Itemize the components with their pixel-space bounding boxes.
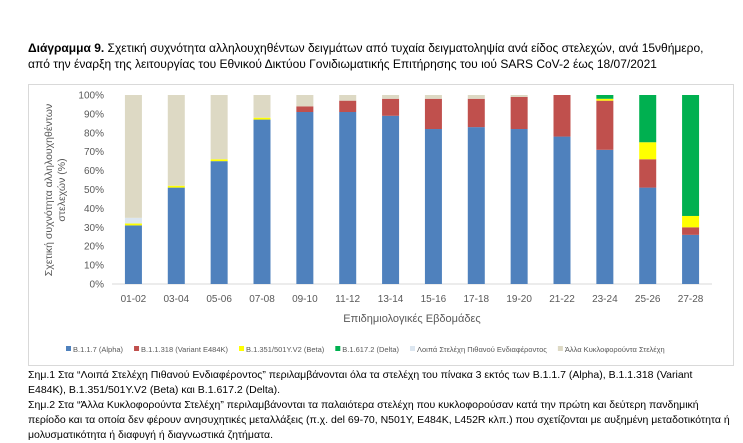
legend-label: B.1.351/501Y.V2 (Beta) — [246, 345, 325, 354]
bar-segment — [124, 95, 142, 218]
y-tick-label: 100% — [78, 91, 104, 102]
bar-segment — [424, 129, 442, 284]
y-tick-label: 30% — [84, 223, 104, 234]
x-tick-label: 05-06 — [206, 294, 232, 305]
bar-segment — [510, 129, 528, 284]
title-text: Σχετική συχνότητα αλληλουχηθέντων δειγμά… — [28, 41, 704, 71]
bar-segment — [167, 187, 185, 284]
y-axis-title: Σχετική συχνότητα αλληλουχηθέντωνστελεχώ… — [43, 104, 68, 276]
bar-segment — [253, 119, 271, 284]
x-tick-label: 03-04 — [163, 294, 189, 305]
bar-segment — [382, 95, 400, 99]
bar-segment — [596, 95, 614, 99]
legend-swatch — [410, 346, 415, 351]
bar-segment — [210, 95, 228, 160]
legend-label: B.1.1.7 (Alpha) — [73, 345, 124, 354]
legend-label: B.1.617.2 (Delta) — [342, 345, 399, 354]
bar-segment — [682, 215, 700, 228]
bar-segment — [167, 95, 185, 186]
bar-segment — [210, 161, 228, 284]
bar-segment — [124, 225, 142, 284]
bar-segment — [339, 112, 357, 284]
bar-segment — [296, 112, 314, 284]
bar-segment — [467, 95, 485, 99]
x-tick-label: 21-22 — [549, 294, 575, 305]
y-tick-label: 60% — [84, 166, 104, 177]
legend-label: Άλλα Κυκλοφορούντα Στελέχη — [565, 345, 665, 354]
x-tick-label: 17-18 — [463, 294, 489, 305]
bar-segment — [510, 96, 528, 130]
y-tick-label: 90% — [84, 109, 104, 120]
notes: Σημ.1 Στα “Λοιπά Στελέχη Πιθανού Ενδιαφέ… — [28, 368, 733, 443]
bar-segment — [124, 217, 142, 224]
bar-segment — [382, 98, 400, 116]
bar-segment — [510, 95, 528, 97]
y-tick-label: 80% — [84, 128, 104, 139]
x-tick-label: 23-24 — [592, 294, 618, 305]
x-tick-label: 09-10 — [292, 294, 318, 305]
legend-swatch — [66, 346, 71, 351]
bar-segment — [639, 187, 657, 284]
bar-segment — [339, 95, 357, 101]
legend-label: B.1.1.318 (Variant E484K) — [141, 345, 228, 354]
bar-segment — [382, 115, 400, 284]
bar-segment — [167, 185, 185, 188]
x-tick-label: 15-16 — [421, 294, 447, 305]
bar-segment — [339, 100, 357, 113]
bar-segment — [639, 159, 657, 188]
bar-segment — [253, 117, 271, 120]
bar-segment — [124, 223, 142, 226]
chart-frame — [28, 84, 734, 366]
bar-segment — [682, 234, 700, 284]
bar-segment — [296, 106, 314, 113]
y-tick-label: 0% — [90, 280, 105, 291]
bar-segment — [596, 149, 614, 284]
legend-swatch — [239, 346, 245, 351]
bar-segment — [467, 98, 485, 128]
bar-segment — [424, 95, 442, 99]
x-tick-label: 13-14 — [378, 294, 404, 305]
bar-segment — [253, 95, 271, 118]
bar-segment — [596, 98, 614, 101]
legend-label: Λοιπά Στελέχη Πιθανού Ενδιαφέροντος — [417, 345, 547, 354]
y-tick-label: 70% — [84, 147, 104, 158]
bar-segment — [596, 100, 614, 150]
y-tick-label: 50% — [84, 185, 104, 196]
bar-segment — [296, 95, 314, 107]
chart-title: Διάγραμμα 9. Σχετική συχνότητα αλληλουχη… — [28, 40, 728, 72]
legend-swatch — [134, 346, 140, 351]
bar-segment — [467, 127, 485, 284]
bar-segment — [639, 142, 657, 160]
x-axis-title: Επιδημιολογικές Εβδομάδες — [343, 313, 480, 325]
bar-segment — [553, 136, 571, 284]
bar-segment — [424, 98, 442, 130]
legend-swatch — [335, 346, 341, 351]
figure-number: Διάγραμμα 9. — [28, 41, 105, 55]
y-tick-label: 40% — [84, 204, 104, 215]
y-tick-label: 10% — [84, 261, 104, 272]
bar-segment — [639, 95, 657, 143]
bar-segment — [682, 227, 700, 235]
bar-segment — [553, 95, 571, 137]
legend-swatch — [557, 346, 563, 351]
x-tick-label: 07-08 — [249, 294, 275, 305]
bar-segment — [210, 159, 228, 162]
x-tick-label: 01-02 — [121, 294, 147, 305]
bar-segment — [682, 95, 700, 216]
x-tick-label: 19-20 — [506, 294, 532, 305]
x-tick-label: 27-28 — [678, 294, 704, 305]
x-tick-label: 25-26 — [635, 294, 661, 305]
note-1: Σημ.1 Στα “Λοιπά Στελέχη Πιθανού Ενδιαφέ… — [28, 369, 693, 396]
note-2: Σημ.2 Στα “Άλλα Κυκλοφορούντα Στελέχη” π… — [28, 399, 730, 441]
x-tick-label: 11-12 — [335, 294, 360, 305]
y-tick-label: 20% — [84, 242, 104, 253]
